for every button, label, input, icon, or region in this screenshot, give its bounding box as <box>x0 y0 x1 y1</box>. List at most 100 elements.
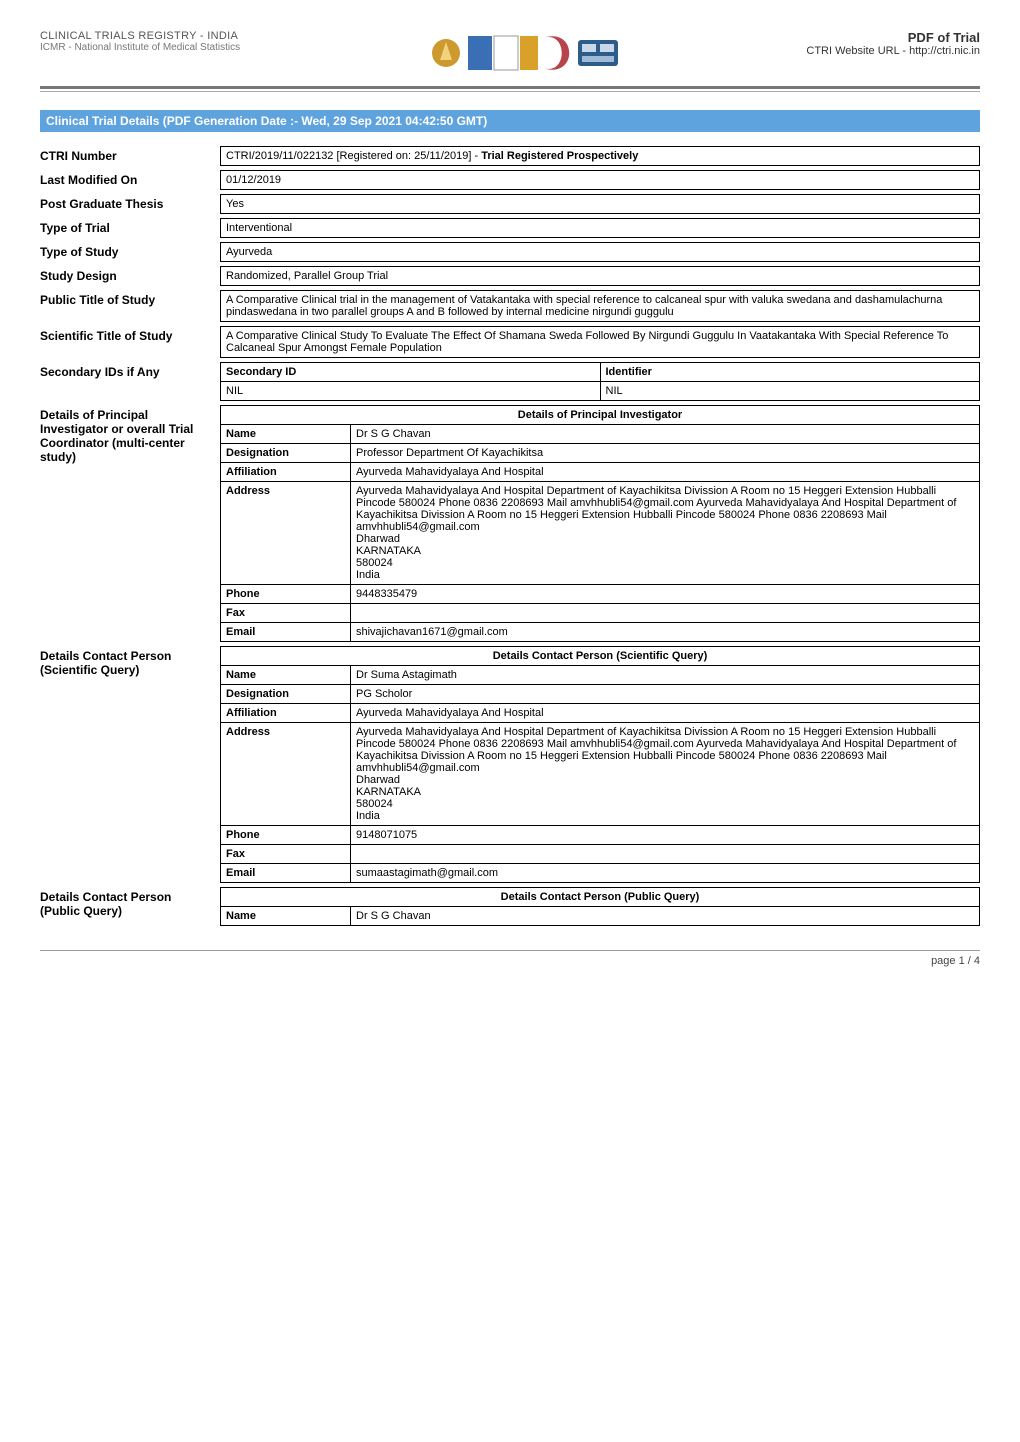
key-email: Email <box>221 623 351 642</box>
section-header-cell: Details of Principal Investigator <box>221 406 980 425</box>
value-last-modified: 01/12/2019 <box>220 170 980 190</box>
key-affiliation: Affiliation <box>221 463 351 482</box>
header-rule-thick <box>40 86 980 89</box>
page-footer: page 1 / 4 <box>40 950 980 967</box>
row-fax: Fax <box>221 845 980 864</box>
val-address: Ayurveda Mahavidyalaya And Hospital Depa… <box>351 482 980 585</box>
header-left: CLINICAL TRIALS REGISTRY - INDIA ICMR - … <box>40 30 240 53</box>
key-name: Name <box>221 425 351 444</box>
row-address: AddressAyurveda Mahavidyalaya And Hospit… <box>221 482 980 585</box>
table-section-header: Details Contact Person (Public Query) <box>221 888 980 907</box>
val-fax <box>351 604 980 623</box>
val-designation: PG Scholor <box>351 685 980 704</box>
val-email: sumaastagimath@gmail.com <box>351 864 980 883</box>
value-ctri-number: CTRI/2019/11/022132 [Registered on: 25/1… <box>220 146 980 166</box>
page-number: page 1 / 4 <box>40 955 980 967</box>
field-public-contact: Details Contact Person (Public Query) De… <box>40 887 980 926</box>
key-phone: Phone <box>221 826 351 845</box>
key-phone: Phone <box>221 585 351 604</box>
field-type-of-trial: Type of Trial Interventional <box>40 218 980 238</box>
table-row: NIL NIL <box>221 382 980 401</box>
label-scientific-contact: Details Contact Person (Scientific Query… <box>40 646 210 677</box>
field-scientific-title: Scientific Title of Study A Comparative … <box>40 326 980 358</box>
cell-identifier: NIL <box>600 382 980 401</box>
ctri-number-suffix: Trial Registered Prospectively <box>481 150 638 162</box>
key-address: Address <box>221 723 351 826</box>
table-section-header: Details Contact Person (Scientific Query… <box>221 647 980 666</box>
doc-type: PDF of Trial <box>806 30 980 45</box>
field-ctri-number: CTRI Number CTRI/2019/11/022132 [Registe… <box>40 146 980 166</box>
label-public-contact: Details Contact Person (Public Query) <box>40 887 210 918</box>
label-ctri-number: CTRI Number <box>40 146 210 163</box>
header-right: PDF of Trial CTRI Website URL - http://c… <box>806 30 980 57</box>
val-fax <box>351 845 980 864</box>
col-secondary-id: Secondary ID <box>221 363 601 382</box>
key-fax: Fax <box>221 604 351 623</box>
val-phone: 9148071075 <box>351 826 980 845</box>
row-phone: Phone9448335479 <box>221 585 980 604</box>
key-address: Address <box>221 482 351 585</box>
col-identifier: Identifier <box>600 363 980 382</box>
val-designation: Professor Department Of Kayachikitsa <box>351 444 980 463</box>
field-scientific-contact: Details Contact Person (Scientific Query… <box>40 646 980 883</box>
row-affiliation: AffiliationAyurveda Mahavidyalaya And Ho… <box>221 704 980 723</box>
label-last-modified: Last Modified On <box>40 170 210 187</box>
value-type-of-trial: Interventional <box>220 218 980 238</box>
field-public-title: Public Title of Study A Comparative Clin… <box>40 290 980 322</box>
row-name: NameDr S G Chavan <box>221 425 980 444</box>
table-scientific-contact: Details Contact Person (Scientific Query… <box>220 646 980 883</box>
value-scientific-title: A Comparative Clinical Study To Evaluate… <box>220 326 980 358</box>
val-name: Dr S G Chavan <box>351 907 980 926</box>
label-type-of-study: Type of Study <box>40 242 210 259</box>
table-section-header: Details of Principal Investigator <box>221 406 980 425</box>
field-type-of-study: Type of Study Ayurveda <box>40 242 980 262</box>
field-study-design: Study Design Randomized, Parallel Group … <box>40 266 980 286</box>
content: CTRI Number CTRI/2019/11/022132 [Registe… <box>40 146 980 926</box>
key-name: Name <box>221 907 351 926</box>
val-name: Dr S G Chavan <box>351 425 980 444</box>
value-type-of-study: Ayurveda <box>220 242 980 262</box>
value-post-grad-thesis: Yes <box>220 194 980 214</box>
row-designation: DesignationPG Scholor <box>221 685 980 704</box>
page-header: CLINICAL TRIALS REGISTRY - INDIA ICMR - … <box>40 30 980 82</box>
org-name: CLINICAL TRIALS REGISTRY - INDIA <box>40 30 240 42</box>
field-principal-investigator: Details of Principal Investigator or ove… <box>40 405 980 642</box>
row-designation: DesignationProfessor Department Of Kayac… <box>221 444 980 463</box>
ctri-number-text: CTRI/2019/11/022132 [Registered on: 25/1… <box>226 150 481 162</box>
field-post-grad-thesis: Post Graduate Thesis Yes <box>40 194 980 214</box>
value-public-title: A Comparative Clinical trial in the mana… <box>220 290 980 322</box>
label-post-grad-thesis: Post Graduate Thesis <box>40 194 210 211</box>
val-affiliation: Ayurveda Mahavidyalaya And Hospital <box>351 463 980 482</box>
field-secondary-ids: Secondary IDs if Any Secondary ID Identi… <box>40 362 980 401</box>
key-designation: Designation <box>221 444 351 463</box>
val-email: shivajichavan1671@gmail.com <box>351 623 980 642</box>
org-subname: ICMR - National Institute of Medical Sta… <box>40 42 240 53</box>
row-phone: Phone9148071075 <box>221 826 980 845</box>
section-header-cell: Details Contact Person (Scientific Query… <box>221 647 980 666</box>
val-phone: 9448335479 <box>351 585 980 604</box>
label-public-title: Public Title of Study <box>40 290 210 307</box>
label-type-of-trial: Type of Trial <box>40 218 210 235</box>
key-affiliation: Affiliation <box>221 704 351 723</box>
row-email: Emailshivajichavan1671@gmail.com <box>221 623 980 642</box>
table-header-row: Secondary ID Identifier <box>221 363 980 382</box>
val-address: Ayurveda Mahavidyalaya And Hospital Depa… <box>351 723 980 826</box>
key-email: Email <box>221 864 351 883</box>
label-principal-investigator: Details of Principal Investigator or ove… <box>40 405 210 464</box>
row-name: NameDr Suma Astagimath <box>221 666 980 685</box>
val-affiliation: Ayurveda Mahavidyalaya And Hospital <box>351 704 980 723</box>
row-name: NameDr S G Chavan <box>221 907 980 926</box>
table-principal-investigator: Details of Principal Investigator NameDr… <box>220 405 980 642</box>
footer-rule <box>40 950 980 951</box>
val-name: Dr Suma Astagimath <box>351 666 980 685</box>
row-affiliation: AffiliationAyurveda Mahavidyalaya And Ho… <box>221 463 980 482</box>
field-last-modified: Last Modified On 01/12/2019 <box>40 170 980 190</box>
table-secondary-ids: Secondary ID Identifier NIL NIL <box>220 362 980 401</box>
row-fax: Fax <box>221 604 980 623</box>
key-fax: Fax <box>221 845 351 864</box>
label-scientific-title: Scientific Title of Study <box>40 326 210 343</box>
table-public-contact: Details Contact Person (Public Query) Na… <box>220 887 980 926</box>
site-url: CTRI Website URL - http://ctri.nic.in <box>806 45 980 57</box>
section-header-cell: Details Contact Person (Public Query) <box>221 888 980 907</box>
key-designation: Designation <box>221 685 351 704</box>
